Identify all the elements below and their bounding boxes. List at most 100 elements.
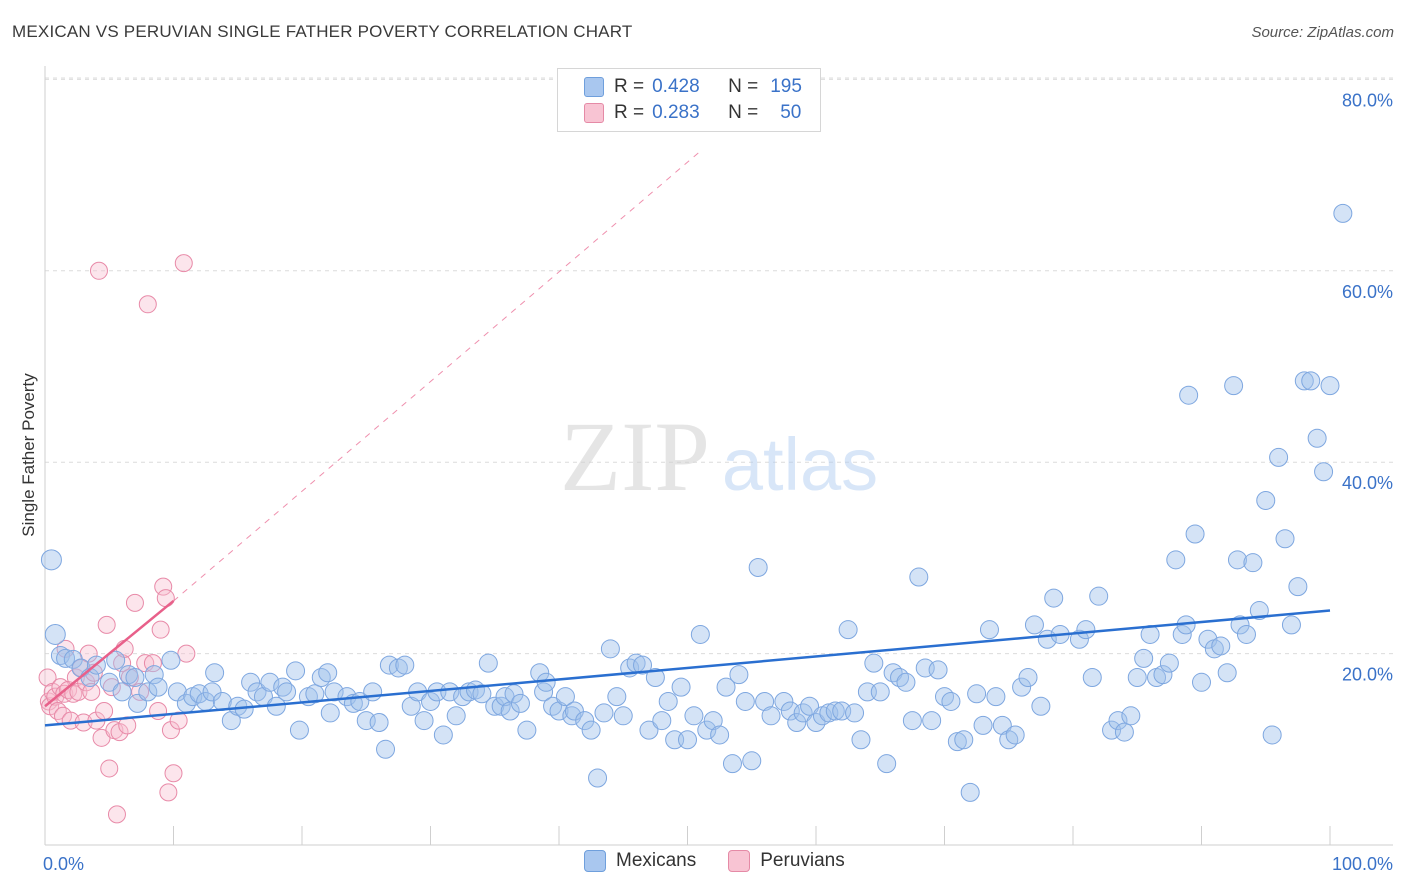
peruvian-point [154,577,173,596]
mexican-point [1082,668,1102,688]
mexican-point [205,663,225,683]
peruvian-point [177,644,196,663]
mexican-point [106,650,126,670]
mexican-point [1211,636,1231,656]
watermark-atlas: atlas [722,423,878,506]
x-tick-label-left: 0.0% [43,854,84,874]
peruvians-points [38,254,196,824]
mexican-point [56,648,76,668]
mexican-point [1108,711,1128,731]
mexican-point [1243,553,1263,573]
legend-n-label: N = [728,102,759,123]
mexican-point [992,715,1012,735]
mexican-point [902,711,922,731]
mexican-point [755,691,775,711]
mexican-point [1069,629,1089,649]
peruvians-trend-extension [173,150,701,602]
y-tick-label: 20.0% [1342,665,1393,685]
mexican-point [729,665,749,685]
mexican-point [1005,725,1025,745]
mexican-point [395,655,415,675]
peruvian-point [95,702,114,721]
mexican-point [979,620,999,640]
gridlines [45,77,1393,655]
legend-r-label: R = [614,76,645,97]
mexican-point [600,639,620,659]
peruvian-point [89,261,108,280]
mexican-point [1301,371,1321,391]
mexican-point [761,706,781,726]
peruvian-point [110,723,129,742]
peruvians-swatch [584,103,604,123]
mexican-point [478,653,498,673]
mexican-point [50,646,70,666]
mexican-point [1114,722,1134,742]
mexican-point [1192,672,1211,692]
mexican-point [870,682,890,702]
bottom-legend-peruvians: Peruvians [728,850,845,872]
mexican-point [594,703,614,723]
mexican-point [320,703,340,723]
mexican-point [99,672,119,692]
peruvian-point [174,254,193,273]
peruvian-point [159,783,178,802]
mexican-point [941,691,961,711]
axes [44,66,1393,846]
mexican-point [607,687,627,707]
legend-n-value: 195 [770,76,802,97]
mexican-point [414,711,434,731]
mexican-point [549,701,569,721]
y-tick-label: 60.0% [1342,282,1393,302]
peruvian-point [66,668,85,687]
mexican-point [1307,428,1327,448]
mexican-point [161,650,181,670]
mexican-point [1224,376,1244,396]
peruvian-point [169,711,188,730]
mexican-point [928,660,948,680]
legend-r-value: 0.283 [652,102,700,123]
mexican-point [491,696,511,716]
mexican-point [864,653,884,673]
mexican-point [376,739,396,759]
mexican-point [138,682,158,702]
mexican-point [1288,577,1308,597]
legend-n-value: 50 [780,102,802,123]
mexican-point [517,720,537,740]
legend-r-label: R = [614,102,645,123]
mexican-point [1256,490,1276,510]
mexican-point [748,557,768,577]
mexican-point [1121,706,1141,726]
mexican-point [148,677,168,697]
mexican-point [369,713,389,733]
peruvians-label: Peruvians [760,850,845,871]
source-note: Source: ZipAtlas.com [1251,24,1394,41]
mexican-point [1134,648,1154,668]
mexican-point [1127,668,1147,688]
mexican-point [144,665,164,685]
legend-n-label: N = [728,76,759,97]
mexican-point [1320,376,1340,396]
mexican-point [241,672,261,692]
y-tick-label: 80.0% [1342,90,1393,110]
mexican-point [1153,665,1173,685]
mexican-point [909,567,929,587]
mexican-point [851,730,871,750]
mexican-point [800,696,820,716]
mexican-point [684,706,704,726]
peruvian-point [161,721,180,740]
mexicans-swatch [584,850,606,872]
mexican-point [44,623,66,645]
mexican-point [1012,677,1032,697]
legend-r-value: 0.428 [652,76,700,97]
mexican-point [564,701,584,721]
mexican-point [440,682,460,702]
mexican-point [555,687,575,707]
mexican-point [1159,653,1179,673]
mexican-point [678,730,697,750]
mexican-point [1044,588,1064,608]
mexican-point [742,751,762,771]
peruvian-point [151,620,170,639]
mexican-point [896,672,916,692]
mexican-point [947,732,967,752]
